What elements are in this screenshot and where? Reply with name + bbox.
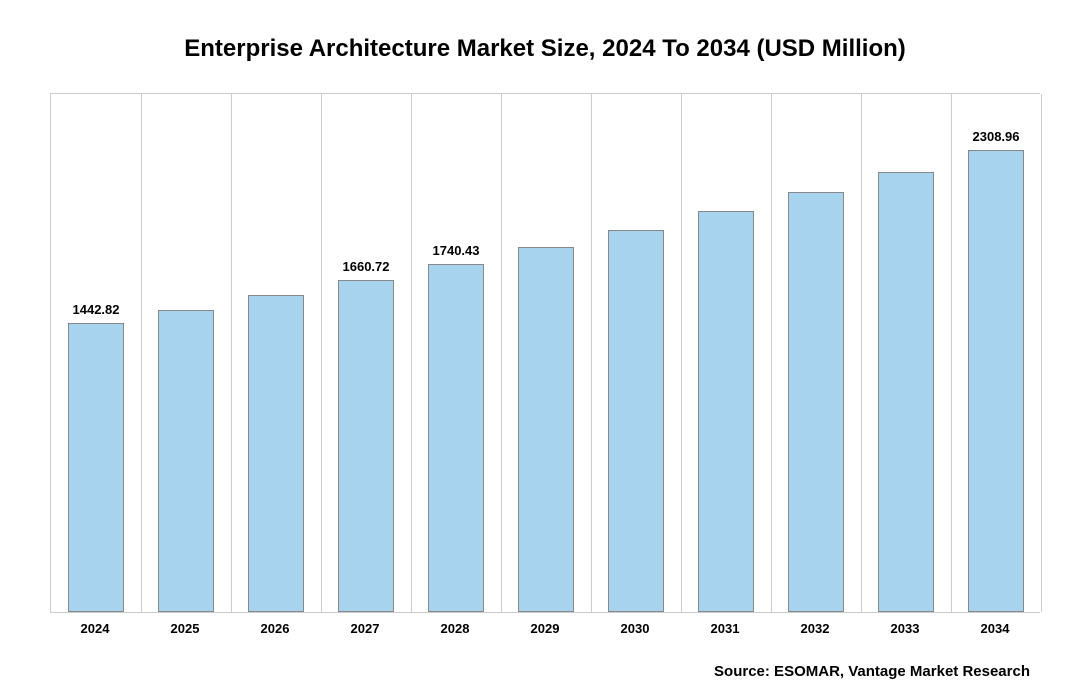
gridline <box>411 94 412 612</box>
x-axis-label: 2028 <box>441 621 470 636</box>
x-axis-label: 2025 <box>171 621 200 636</box>
x-axis-label: 2029 <box>531 621 560 636</box>
x-axis-label: 2032 <box>801 621 830 636</box>
x-axis-label: 2034 <box>981 621 1010 636</box>
gridline <box>501 94 502 612</box>
gridline <box>591 94 592 612</box>
bar-value-label: 1442.82 <box>73 302 120 317</box>
gridline <box>951 94 952 612</box>
bar-value-label: 2308.96 <box>973 129 1020 144</box>
gridline <box>321 94 322 612</box>
bar <box>428 264 484 612</box>
bar <box>518 247 574 612</box>
bar <box>338 280 394 612</box>
bar <box>788 192 844 612</box>
x-axis-labels: 2024 2025 2026 2027 2028 2029 2030 2031 2032 2033… <box>50 613 1040 643</box>
chart-title: Enterprise Architecture Market Size, 202… <box>50 35 1040 63</box>
x-axis-label: 2026 <box>261 621 290 636</box>
gridline <box>231 94 232 612</box>
x-axis-label: 2027 <box>351 621 380 636</box>
bar-value-label: 1740.43 <box>433 243 480 258</box>
bars-layer: 1442.82 1660.72 1740.43 2308.96 <box>51 94 1040 612</box>
gridline <box>1041 94 1042 612</box>
bar-chart: Enterprise Architecture Market Size, 202… <box>50 20 1040 660</box>
x-axis-label: 2033 <box>891 621 920 636</box>
bar <box>968 150 1024 612</box>
bar <box>248 295 304 612</box>
x-axis-label: 2030 <box>621 621 650 636</box>
bar <box>608 230 664 612</box>
source-attribution: Source: ESOMAR, Vantage Market Research <box>714 663 1030 680</box>
gridline <box>141 94 142 612</box>
bar-value-label: 1660.72 <box>343 259 390 274</box>
bar <box>158 310 214 612</box>
x-axis-label: 2024 <box>81 621 110 636</box>
bar <box>68 323 124 612</box>
bar <box>878 172 934 612</box>
bar <box>698 211 754 612</box>
gridline <box>861 94 862 612</box>
gridline <box>771 94 772 612</box>
x-axis-label: 2031 <box>711 621 740 636</box>
plot-area: 1442.82 1660.72 1740.43 2308.96 <box>50 93 1040 613</box>
gridline <box>681 94 682 612</box>
